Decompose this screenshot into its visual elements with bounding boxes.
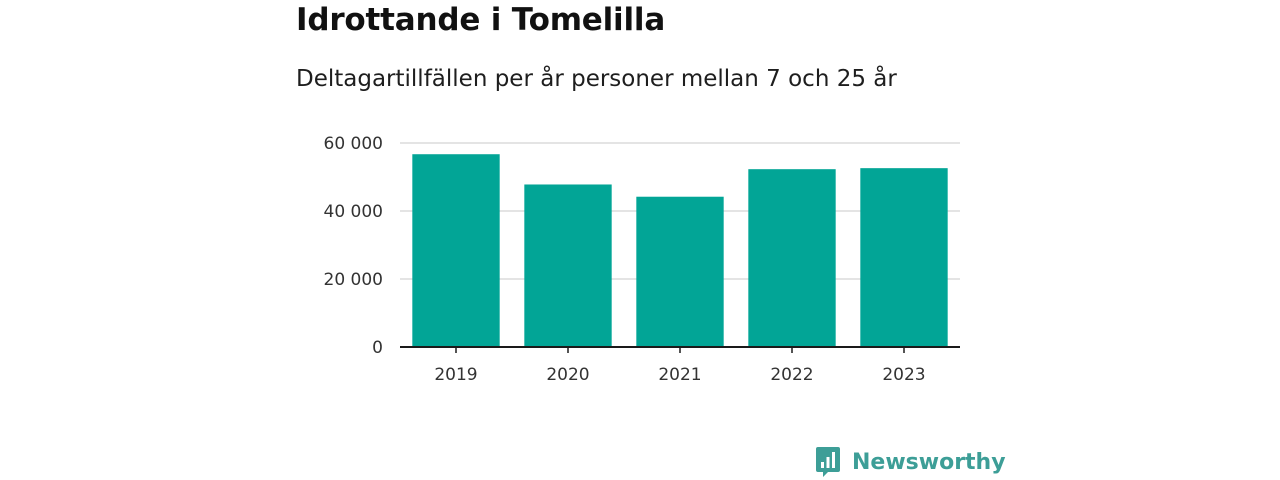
y-tick-label: 40 000 — [324, 202, 383, 222]
bar-2022 — [748, 169, 836, 347]
bars — [412, 154, 948, 347]
newsworthy-logo-icon — [816, 447, 840, 477]
bar-2021 — [636, 196, 724, 347]
bar-2020 — [524, 184, 612, 347]
newsworthy-brand[interactable]: Newsworthy — [815, 445, 1006, 479]
x-tick-label: 2020 — [546, 365, 589, 385]
y-tick-label: 0 — [372, 338, 383, 358]
x-tick-label: 2022 — [770, 365, 813, 385]
chart-subtitle: Deltagartillfällen per år personer mella… — [296, 66, 897, 92]
bar-2019 — [412, 154, 500, 347]
chart-title: Idrottande i Tomelilla — [296, 2, 666, 38]
bar-2023 — [860, 168, 948, 347]
y-tick-label: 20 000 — [324, 270, 383, 290]
x-tick-label: 2019 — [434, 365, 477, 385]
y-tick-label: 60 000 — [324, 134, 383, 154]
brand-name: Newsworthy — [852, 449, 1006, 475]
x-tick-label: 2023 — [882, 365, 925, 385]
axes: 0 20 000 40 000 60 000 2019 2020 2021 2022 2023 — [324, 134, 960, 385]
x-tick-label: 2021 — [658, 365, 701, 385]
